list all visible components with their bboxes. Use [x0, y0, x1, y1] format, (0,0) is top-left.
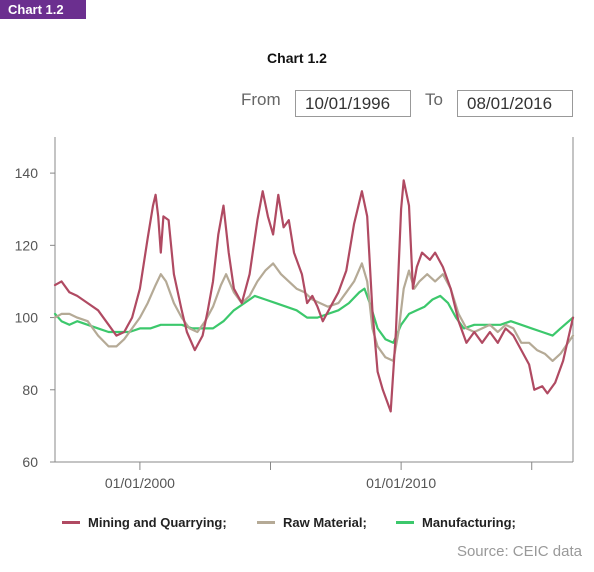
- x-tick-label: 01/01/2000: [105, 475, 175, 491]
- from-date-input[interactable]: 10/01/1996: [295, 90, 411, 117]
- legend-swatch-raw-material: [257, 521, 275, 525]
- chart-title: Chart 1.2: [267, 50, 327, 66]
- y-tick-label: 120: [15, 237, 39, 253]
- from-label: From: [241, 90, 281, 109]
- legend-swatch-mining: [62, 521, 80, 525]
- legend-label-manufacturing: Manufacturing;: [422, 515, 516, 530]
- legend-label-mining: Mining and Quarrying;: [88, 515, 227, 530]
- series-line-raw-material: [53, 262, 575, 362]
- y-tick-label: 80: [22, 382, 38, 398]
- y-tick-label: 100: [15, 310, 39, 326]
- legend-raw-material[interactable]: Raw Material;: [257, 515, 367, 530]
- chart-tag: Chart 1.2: [0, 0, 86, 19]
- series-line-mining: [53, 179, 575, 413]
- legend-label-raw-material: Raw Material;: [283, 515, 367, 530]
- series-line-manufacturing: [53, 287, 575, 344]
- to-label: To: [425, 90, 443, 109]
- x-tick-label: 01/01/2010: [366, 475, 436, 491]
- legend-swatch-manufacturing: [396, 521, 414, 525]
- source-note: Source: CEIC data: [456, 543, 582, 560]
- y-tick-label: 140: [15, 165, 39, 181]
- y-tick-label: 60: [22, 454, 38, 470]
- legend-manufacturing[interactable]: Manufacturing;: [396, 515, 516, 530]
- legend-mining[interactable]: Mining and Quarrying;: [62, 515, 227, 530]
- to-date-input[interactable]: 08/01/2016: [457, 90, 573, 117]
